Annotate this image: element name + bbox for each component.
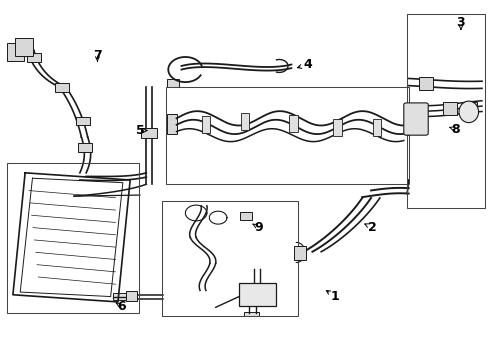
Bar (113, 293, 128, 300)
Text: 8: 8 (451, 122, 460, 136)
Text: 3: 3 (457, 16, 465, 29)
FancyBboxPatch shape (404, 103, 428, 135)
Bar (244, 312, 259, 316)
Bar (290, 115, 298, 132)
Bar (166, 87, 409, 184)
Bar (15, 39, 33, 56)
Bar (241, 113, 249, 130)
Bar (240, 212, 252, 220)
Bar (372, 119, 381, 136)
Bar (407, 14, 486, 208)
Bar (78, 143, 92, 152)
Bar (167, 79, 178, 87)
Bar (333, 119, 342, 136)
Ellipse shape (459, 101, 479, 123)
Text: 4: 4 (303, 58, 312, 71)
Bar (167, 114, 176, 134)
Bar (55, 83, 69, 92)
Bar (239, 283, 276, 306)
Text: 2: 2 (368, 221, 376, 234)
Bar (126, 291, 137, 301)
Text: 5: 5 (136, 124, 145, 137)
Bar (201, 116, 210, 133)
Bar (27, 53, 41, 62)
Text: 6: 6 (118, 300, 126, 313)
Bar (443, 102, 457, 115)
Bar (6, 42, 24, 60)
Bar (6, 163, 140, 313)
Text: 7: 7 (93, 49, 102, 62)
Text: 9: 9 (254, 221, 263, 234)
Bar (419, 77, 433, 90)
Bar (294, 246, 306, 260)
Bar (142, 128, 157, 138)
Bar (162, 201, 298, 316)
Text: 1: 1 (331, 290, 340, 303)
Bar (463, 102, 477, 115)
Bar (76, 117, 90, 125)
